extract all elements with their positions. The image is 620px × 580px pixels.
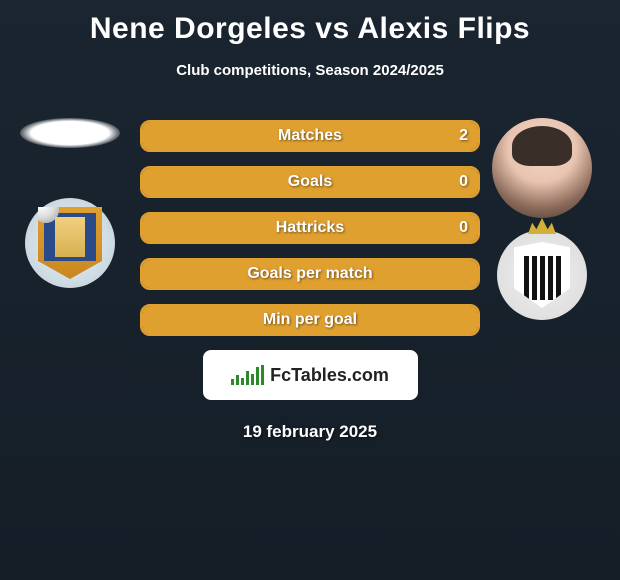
stat-value-right: 0 <box>459 173 468 191</box>
comparison-title: Nene Dorgeles vs Alexis Flips <box>0 0 620 46</box>
stat-row: Goals per match <box>140 258 480 290</box>
stats-area: Matches2Goals0Hattricks0Goals per matchM… <box>0 120 620 442</box>
stat-row: Hattricks0 <box>140 212 480 244</box>
stat-label: Goals <box>142 173 478 191</box>
stat-row: Min per goal <box>140 304 480 336</box>
stat-row: Matches2 <box>140 120 480 152</box>
stat-label: Min per goal <box>142 311 478 329</box>
chart-icon <box>231 365 264 385</box>
fctables-label: FcTables.com <box>270 365 389 386</box>
stat-label: Matches <box>142 127 478 145</box>
vs-separator: vs <box>315 12 349 45</box>
fctables-badge[interactable]: FcTables.com <box>203 350 418 400</box>
stat-value-right: 0 <box>459 219 468 237</box>
stat-value-right: 2 <box>459 127 468 145</box>
player2-name: Alexis Flips <box>357 12 530 45</box>
subtitle: Club competitions, Season 2024/2025 <box>0 62 620 79</box>
stat-label: Goals per match <box>142 265 478 283</box>
date-line: 19 february 2025 <box>0 422 620 442</box>
stat-label: Hattricks <box>142 219 478 237</box>
stat-row: Goals0 <box>140 166 480 198</box>
player1-name: Nene Dorgeles <box>90 12 307 45</box>
